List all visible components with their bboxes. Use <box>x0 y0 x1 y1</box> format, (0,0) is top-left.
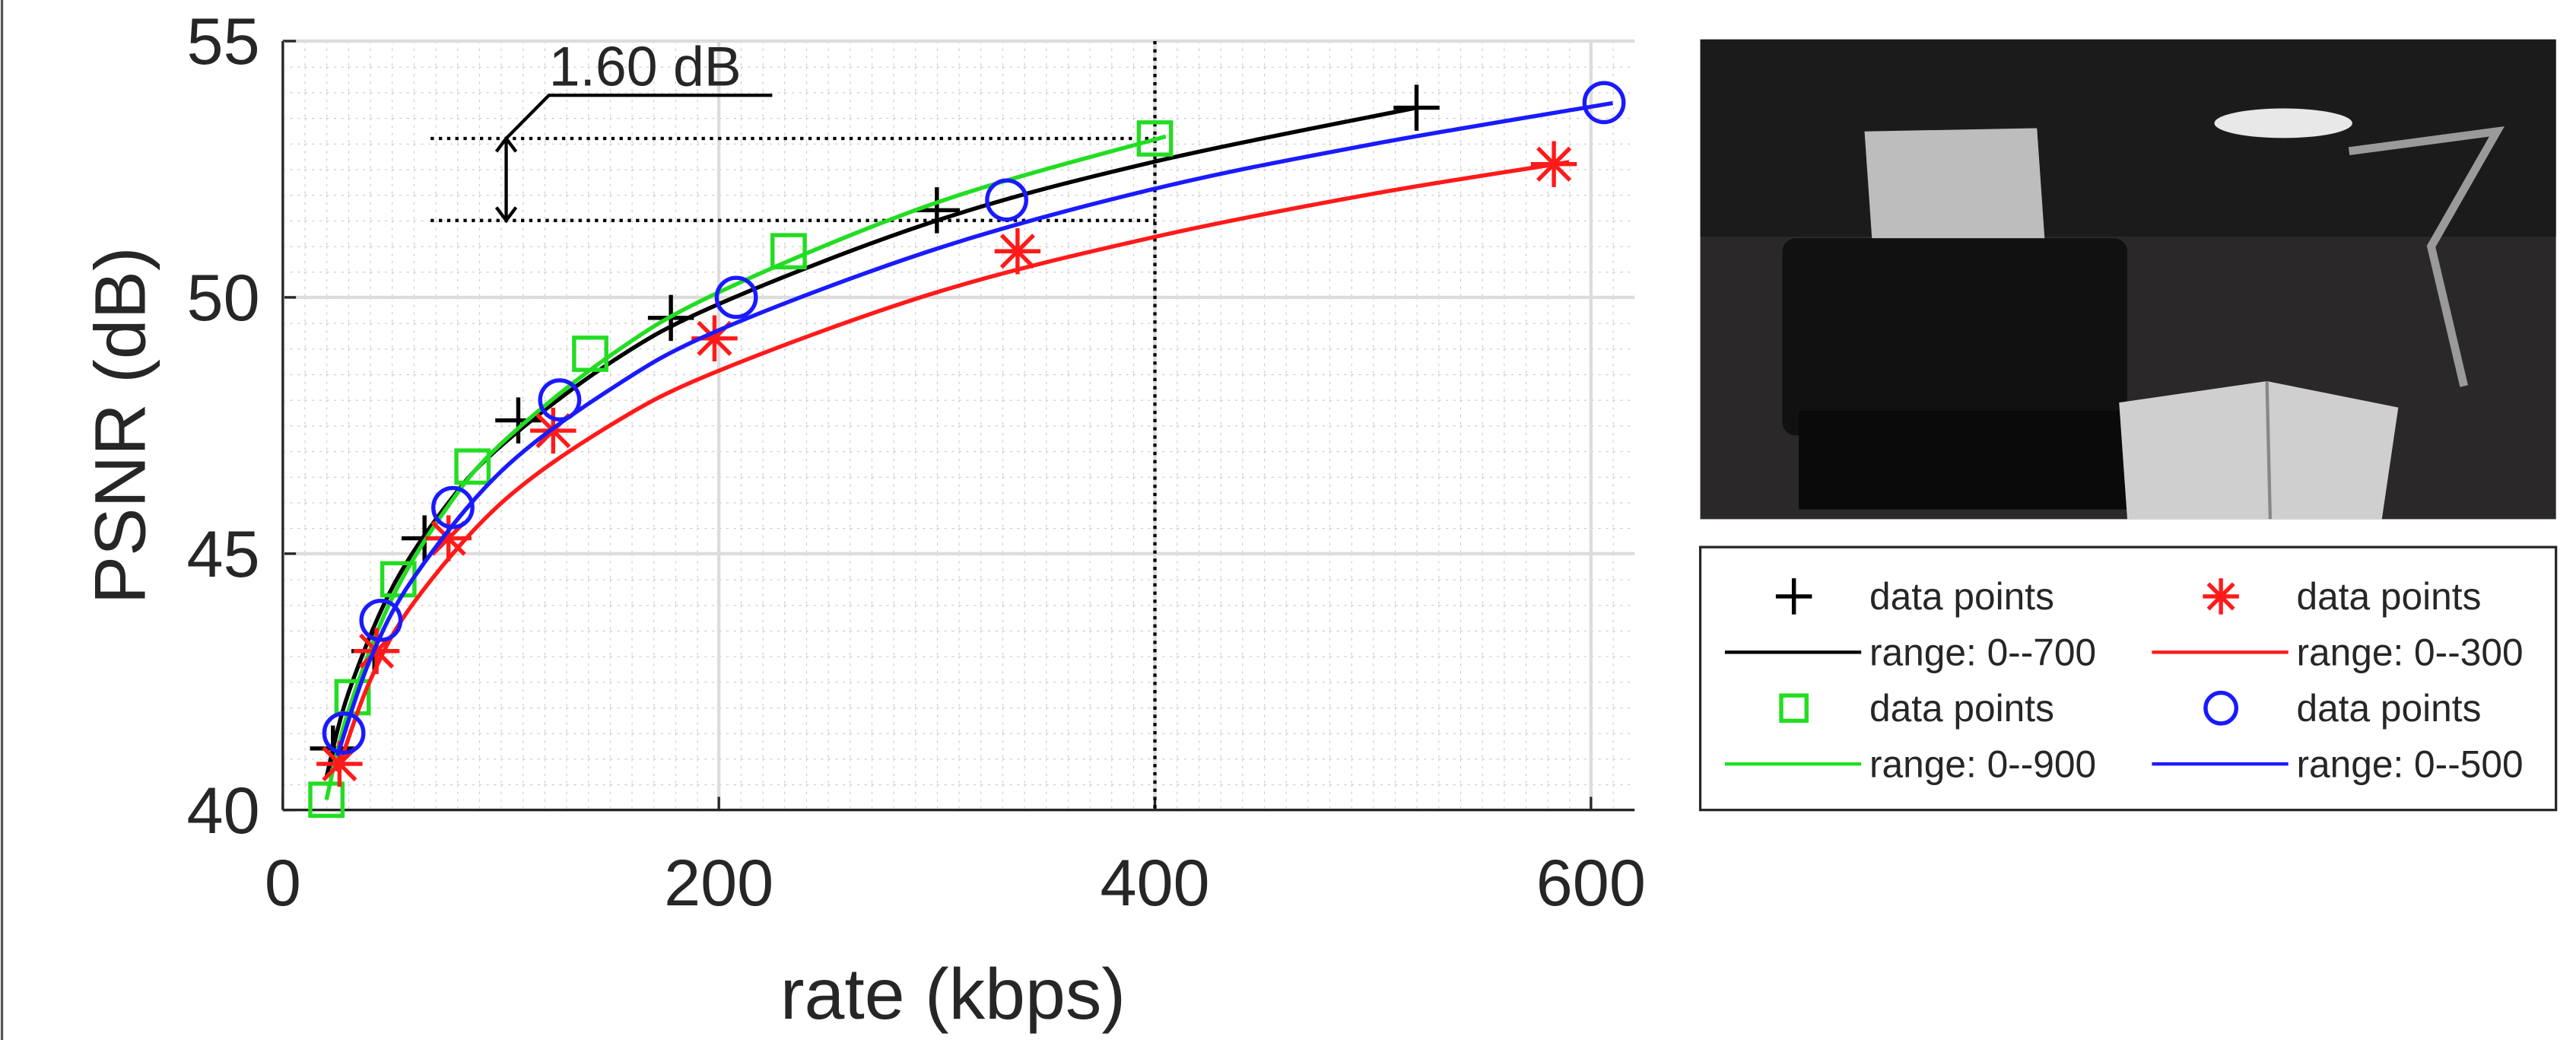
marker-shape <box>2203 690 2239 726</box>
marker <box>538 378 582 422</box>
marker-shape <box>1779 693 1809 724</box>
legend-label: data points <box>2296 687 2481 730</box>
marker <box>2203 690 2239 726</box>
marker <box>691 315 738 362</box>
x-axis-label: rate (kbps) <box>780 954 1126 1035</box>
legend <box>1698 545 2558 812</box>
fit-line <box>324 105 1418 778</box>
y-tick-label: 50 <box>187 262 260 335</box>
marker-shape <box>538 378 582 422</box>
marker <box>1779 693 1809 724</box>
marker-shape <box>322 711 366 755</box>
marker-shape <box>2203 578 2239 615</box>
legend-label: range: 0--500 <box>2296 743 2523 785</box>
marker-shape <box>425 515 472 561</box>
legend-label: range: 0--300 <box>2296 631 2523 674</box>
marker-shape <box>1136 120 1174 157</box>
legend-label: range: 0--700 <box>1869 631 2096 674</box>
x-tick-label: 400 <box>1100 847 1209 920</box>
y-axis-label: PSNR (dB) <box>80 246 160 604</box>
y-tick-label: 40 <box>187 774 260 848</box>
marker-shape <box>1775 578 1812 615</box>
minor-grid <box>282 40 1635 810</box>
x-tick-label: 600 <box>1536 847 1646 920</box>
marker <box>322 711 366 755</box>
photo <box>1700 39 2556 520</box>
annotation-leader <box>505 94 773 140</box>
marker-shape <box>985 178 1028 222</box>
x-tick-label: 200 <box>664 847 773 920</box>
fit-line <box>335 100 1613 757</box>
legend-label: data points <box>2296 575 2481 618</box>
marker <box>770 233 807 270</box>
marker <box>425 515 472 561</box>
x-tick-label: 0 <box>265 847 301 920</box>
legend-label: range: 0--900 <box>1869 743 2096 785</box>
y-tick-label: 45 <box>187 518 260 591</box>
marker <box>985 178 1028 222</box>
marker <box>994 228 1041 275</box>
marker-shape <box>1582 81 1626 125</box>
marker <box>1582 81 1626 125</box>
marker-shape <box>714 275 758 320</box>
marker <box>1775 578 1812 615</box>
marker-shape <box>691 315 738 362</box>
marker-shape <box>770 233 807 270</box>
marker <box>2203 578 2239 615</box>
marker-shape <box>353 628 400 675</box>
marker-shape <box>454 448 491 485</box>
marker <box>714 275 758 320</box>
marker <box>454 448 491 485</box>
marker <box>308 781 345 819</box>
marker <box>353 628 400 675</box>
marker <box>913 187 961 234</box>
marker-shape <box>994 228 1041 275</box>
marker-shape <box>308 781 345 819</box>
legend-label: data points <box>1869 575 2054 618</box>
y-tick-label: 55 <box>187 5 260 78</box>
marker-shape <box>913 187 961 234</box>
marker <box>1136 120 1174 157</box>
fit-line <box>335 160 1570 773</box>
annotation-text: 1.60 dB <box>549 35 742 97</box>
legend-label: data points <box>1869 687 2054 730</box>
